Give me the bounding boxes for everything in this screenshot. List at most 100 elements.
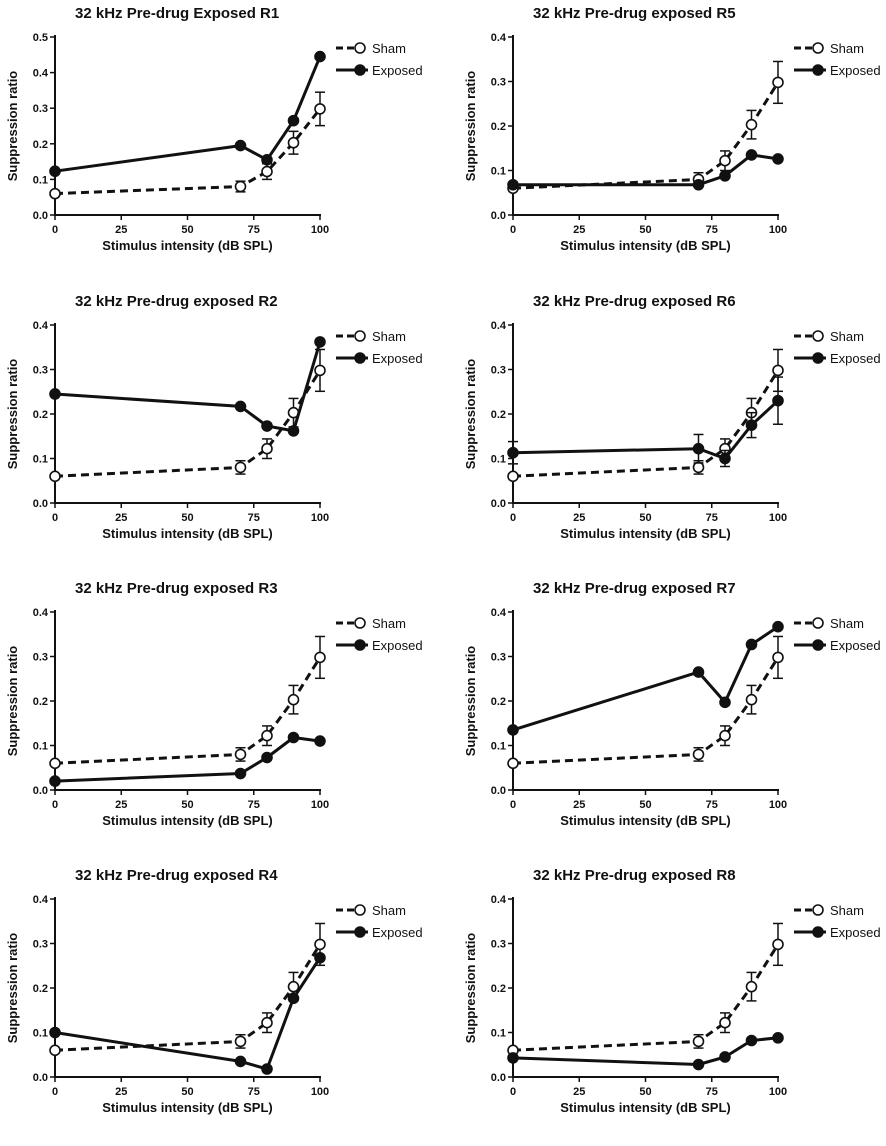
y-tick-label: 0.4 — [491, 32, 507, 44]
y-axis-label: Suppression ratio — [463, 71, 478, 182]
y-tick-label: 0.1 — [33, 454, 48, 466]
sham-point — [49, 470, 61, 483]
sham-line — [54, 943, 322, 1052]
sham-point — [507, 470, 519, 483]
x-tick-label: 50 — [181, 512, 193, 524]
x-tick-label: 75 — [248, 1086, 260, 1098]
exposed-point — [287, 731, 300, 744]
x-tick-label: 50 — [639, 799, 651, 811]
y-tick-label: 0.0 — [33, 210, 48, 222]
sham-point — [314, 364, 326, 377]
x-tick-label: 25 — [573, 1086, 585, 1098]
legend-marker — [812, 64, 824, 76]
x-tick-label: 75 — [248, 799, 260, 811]
exposed-point — [314, 735, 326, 747]
series-sham — [507, 635, 784, 770]
x-tick-label: 25 — [115, 799, 127, 811]
y-tick-label: 0.4 — [33, 320, 49, 332]
sham-line — [512, 81, 780, 190]
legend-marker — [812, 926, 824, 938]
exposed-point — [692, 666, 705, 678]
y-tick-label: 0.0 — [491, 785, 506, 797]
x-tick-label: 0 — [52, 799, 58, 811]
y-tick-label: 0.4 — [33, 607, 49, 619]
sham-point — [234, 180, 247, 193]
series-exposed — [507, 376, 784, 468]
series-exposed — [507, 620, 784, 736]
sham-line — [512, 369, 780, 478]
x-axis-label: Stimulus intensity (dB SPL) — [102, 526, 272, 541]
sham-point — [234, 461, 247, 474]
legend-label: Sham — [372, 41, 406, 56]
exposed-point — [234, 400, 247, 413]
y-tick-label: 0.0 — [491, 498, 506, 510]
exposed-point — [287, 425, 300, 437]
sham-point — [719, 729, 731, 742]
exposed-point — [49, 775, 61, 787]
chart-svg: 32 kHz Pre-drug exposed R4 0.0 0.1 0.2 0.3 0.… — [5, 867, 423, 1115]
chart-title: 32 kHz Pre-drug Exposed R1 — [75, 5, 279, 22]
y-tick-label: 0.3 — [491, 652, 506, 664]
y-tick-label: 0.2 — [33, 696, 48, 708]
x-tick-label: 50 — [181, 224, 193, 236]
sham-point — [234, 748, 247, 761]
legend: Sham Exposed — [794, 616, 881, 653]
x-tick-label: 0 — [52, 224, 58, 236]
chart-title: 32 kHz Pre-drug exposed R3 — [75, 580, 278, 597]
x-tick-label: 75 — [248, 512, 260, 524]
legend-marker — [354, 904, 366, 916]
exposed-point — [507, 1052, 519, 1064]
y-tick-label: 0.3 — [491, 365, 506, 377]
legend-label: Sham — [830, 903, 864, 918]
sham-point — [314, 938, 326, 951]
chart-svg: 32 kHz Pre-drug exposed R7 0.0 0.1 0.2 0.3 0.… — [463, 580, 881, 828]
x-axis-label: Stimulus intensity (dB SPL) — [102, 1100, 272, 1115]
exposed-point — [772, 620, 784, 633]
x-tick-label: 0 — [510, 512, 516, 524]
exposed-point — [49, 165, 61, 178]
chart-svg: 32 kHz Pre-drug Exposed R1 0.0 0.1 0.2 0.3 0.… — [5, 5, 423, 253]
exposed-point — [692, 442, 705, 455]
chart-title: 32 kHz Pre-drug exposed R8 — [533, 867, 736, 884]
sham-line — [512, 656, 780, 765]
legend-label: Sham — [830, 41, 864, 56]
sham-point — [287, 693, 300, 706]
x-tick-label: 75 — [706, 224, 718, 236]
legend-marker — [812, 330, 824, 342]
exposed-point — [287, 992, 300, 1005]
exposed-point — [507, 178, 519, 191]
legend-marker — [812, 617, 824, 629]
y-axis-label: Suppression ratio — [5, 71, 20, 182]
chart-title: 32 kHz Pre-drug exposed R4 — [75, 867, 278, 884]
exposed-point — [745, 1034, 758, 1047]
x-tick-label: 75 — [706, 512, 718, 524]
legend: Sham Exposed — [336, 903, 423, 940]
legend: Sham Exposed — [794, 329, 881, 366]
y-tick-label: 0.1 — [33, 1028, 48, 1040]
series-sham — [49, 348, 326, 483]
sham-point — [261, 729, 273, 742]
x-axis-label: Stimulus intensity (dB SPL) — [560, 526, 730, 541]
chart-title: 32 kHz Pre-drug exposed R5 — [533, 5, 736, 22]
y-tick-label: 0.3 — [491, 77, 506, 89]
legend-label: Exposed — [830, 638, 881, 653]
chart-svg: 32 kHz Pre-drug exposed R6 0.0 0.1 0.2 0.3 0.… — [463, 293, 881, 541]
series-sham — [49, 635, 326, 770]
exposed-point — [745, 638, 758, 651]
exposed-point — [261, 154, 273, 166]
sham-line — [54, 369, 322, 478]
exposed-line — [512, 1036, 779, 1066]
exposed-point — [287, 114, 300, 127]
exposed-line — [54, 341, 322, 433]
x-axis-label: Stimulus intensity (dB SPL) — [560, 1100, 730, 1115]
exposed-point — [772, 394, 784, 407]
exposed-point — [261, 751, 273, 764]
sham-line — [54, 656, 322, 765]
series-exposed — [49, 336, 326, 437]
sham-point — [719, 1016, 731, 1029]
legend: Sham Exposed — [336, 41, 423, 78]
x-tick-label: 100 — [769, 799, 787, 811]
sham-point — [719, 154, 731, 167]
y-tick-label: 0.0 — [33, 1072, 48, 1084]
legend-label: Exposed — [372, 63, 423, 78]
